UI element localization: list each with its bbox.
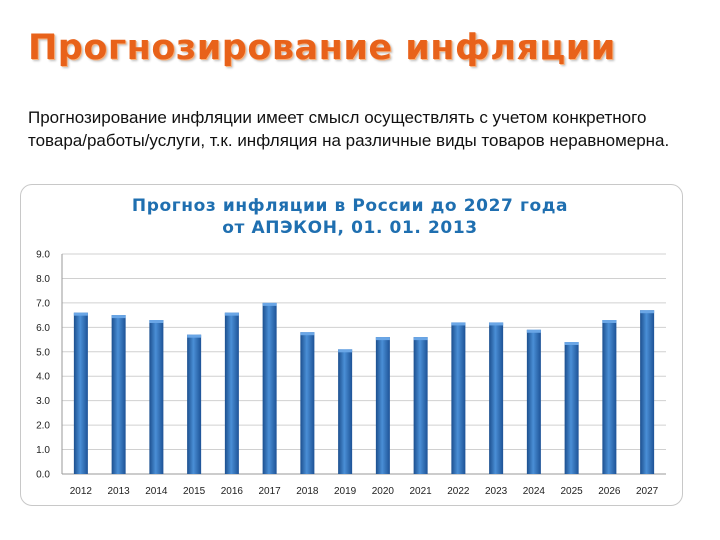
x-tick-label: 2017 <box>259 486 282 497</box>
bar-cap-2026 <box>602 320 617 323</box>
x-tick-label: 2015 <box>183 486 206 497</box>
y-tick-label: 2.0 <box>36 421 50 432</box>
bar-2027 <box>640 310 655 474</box>
bar-cap-2027 <box>640 310 655 314</box>
bar-2024 <box>526 329 541 474</box>
bar-cap-2013 <box>111 315 126 319</box>
bar-2021 <box>413 337 428 474</box>
bar-2012 <box>73 312 88 474</box>
x-tick-label: 2016 <box>221 486 244 497</box>
x-tick-label: 2012 <box>70 486 93 497</box>
x-tick-label: 2024 <box>523 486 546 497</box>
bar-2022 <box>451 322 466 474</box>
y-tick-label: 4.0 <box>36 372 50 383</box>
bar-cap-2014 <box>149 320 164 323</box>
bar-2018 <box>300 332 315 474</box>
y-tick-label: 8.0 <box>36 274 50 285</box>
bar-cap-2024 <box>526 329 541 333</box>
bar-cap-2020 <box>375 337 390 341</box>
x-tick-label: 2018 <box>296 486 319 497</box>
bar-2016 <box>224 312 239 474</box>
bar-cap-2023 <box>489 322 504 326</box>
x-axis-ticks: 2012 2013 2014 2015 2016 2017 2018 2019 2020 2021… <box>70 486 659 497</box>
x-tick-label: 2027 <box>636 486 659 497</box>
bar-cap-2017 <box>262 302 277 306</box>
bar-cap-2019 <box>338 349 353 353</box>
bar-2019 <box>338 349 353 474</box>
bar-cap-2021 <box>413 337 428 341</box>
y-tick-label: 6.0 <box>36 323 50 334</box>
bar-2020 <box>375 337 390 474</box>
y-tick-label: 9.0 <box>36 250 50 261</box>
intro-text: Прогнозирование инфляции имеет смысл осу… <box>28 108 670 150</box>
bar-2026 <box>602 320 617 474</box>
bar-2014 <box>149 320 164 474</box>
x-tick-label: 2025 <box>561 486 584 497</box>
x-tick-label: 2019 <box>334 486 357 497</box>
bar-cap-2025 <box>564 342 579 345</box>
bar-cap-2015 <box>187 334 202 338</box>
x-tick-label: 2026 <box>598 486 621 497</box>
bar-cap-2012 <box>73 312 88 316</box>
x-tick-label: 2022 <box>447 486 470 497</box>
bar-2013 <box>111 315 126 474</box>
bar-2023 <box>489 322 504 474</box>
y-tick-label: 3.0 <box>36 396 50 407</box>
x-tick-label: 2013 <box>108 486 131 497</box>
y-tick-label: 0.0 <box>36 470 50 481</box>
y-axis-ticks: 0.0 1.0 2.0 3.0 4.0 5.0 6.0 7.0 8.0 9.0 <box>36 250 50 481</box>
y-tick-label: 7.0 <box>36 298 50 309</box>
chart-title-line-2: от АПЭКОН, 01. 01. 2013 <box>222 218 478 238</box>
y-tick-label: 5.0 <box>36 347 50 358</box>
bar-cap-2022 <box>451 322 466 326</box>
bar-cap-2016 <box>224 312 239 316</box>
chart-title-line-1: Прогноз инфляции в России до 2027 года <box>131 196 569 216</box>
bar-2025 <box>564 342 579 474</box>
bar-2017 <box>262 302 277 474</box>
slide-title: Прогнозирование инфляции <box>28 28 616 68</box>
y-tick-label: 1.0 <box>36 445 50 456</box>
x-tick-label: 2014 <box>145 486 168 497</box>
x-tick-label: 2020 <box>372 486 395 497</box>
x-tick-label: 2021 <box>410 486 433 497</box>
bar-2015 <box>187 334 202 474</box>
x-tick-label: 2023 <box>485 486 508 497</box>
bars <box>73 302 655 474</box>
bar-cap-2018 <box>300 332 315 336</box>
